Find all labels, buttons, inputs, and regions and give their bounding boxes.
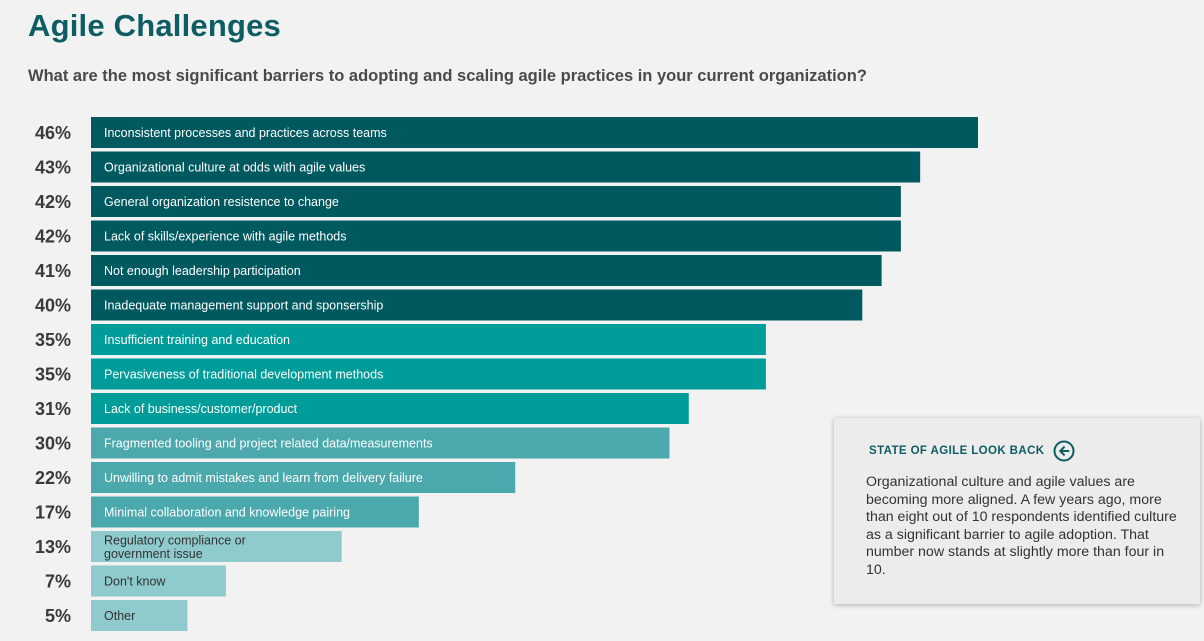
value-label: 35% bbox=[35, 365, 71, 385]
value-label: 22% bbox=[35, 468, 71, 488]
value-label: 31% bbox=[35, 399, 71, 419]
bar bbox=[91, 531, 342, 562]
bar bbox=[91, 220, 901, 252]
category-label: Minimal collaboration and knowledge pair… bbox=[104, 506, 350, 520]
arrow-left-circle-icon[interactable] bbox=[1053, 440, 1075, 462]
value-label: 46% bbox=[35, 123, 71, 143]
category-label: Lack of business/customer/product bbox=[104, 402, 298, 416]
bar bbox=[91, 565, 226, 597]
bar bbox=[91, 324, 766, 355]
bar bbox=[91, 289, 863, 321]
value-label: 7% bbox=[45, 572, 71, 592]
bar bbox=[91, 462, 516, 493]
chart-title: Agile Challenges bbox=[28, 8, 281, 43]
category-label: Unwilling to admit mistakes and learn fr… bbox=[104, 471, 423, 485]
bar bbox=[91, 496, 419, 528]
category-label: Not enough leadership participation bbox=[104, 264, 301, 278]
value-label: 41% bbox=[35, 261, 71, 281]
bar bbox=[91, 358, 766, 390]
category-label: Insufficient training and education bbox=[104, 333, 290, 347]
category-label: General organization resistence to chang… bbox=[104, 195, 339, 209]
value-label: 42% bbox=[35, 192, 71, 212]
bar bbox=[91, 117, 978, 148]
value-label: 42% bbox=[35, 227, 71, 247]
category-label: Regulatory compliance or government issue bbox=[104, 533, 246, 561]
category-label: Don't know bbox=[104, 575, 166, 589]
category-label: Organizational culture at odds with agil… bbox=[104, 161, 365, 175]
category-label: Fragmented tooling and project related d… bbox=[104, 437, 433, 451]
bar bbox=[91, 600, 188, 631]
category-label: Pervasiveness of traditional development… bbox=[104, 368, 383, 382]
value-label: 30% bbox=[35, 434, 71, 454]
value-label: 17% bbox=[35, 503, 71, 523]
category-label: Inconsistent processes and practices acr… bbox=[104, 126, 387, 140]
bar bbox=[91, 393, 689, 424]
category-label: Inadequate management support and sponse… bbox=[104, 299, 383, 313]
category-label: Other bbox=[104, 609, 135, 623]
value-label: 35% bbox=[35, 330, 71, 350]
bar bbox=[91, 255, 882, 286]
look-back-panel: STATE OF AGILE LOOK BACK Organizational … bbox=[834, 418, 1200, 604]
value-label: 13% bbox=[35, 537, 71, 557]
value-label: 5% bbox=[45, 606, 71, 626]
look-back-header: STATE OF AGILE LOOK BACK bbox=[869, 440, 1075, 462]
bar bbox=[91, 186, 901, 217]
category-label: Lack of skills/experience with agile met… bbox=[104, 230, 346, 244]
look-back-text: Organizational culture and agile values … bbox=[866, 474, 1177, 578]
survey-question: What are the most significant barriers t… bbox=[28, 67, 867, 85]
bar bbox=[91, 427, 670, 459]
value-label: 40% bbox=[35, 296, 71, 316]
look-back-title: STATE OF AGILE LOOK BACK bbox=[869, 445, 1045, 457]
value-label: 43% bbox=[35, 158, 71, 178]
bar bbox=[91, 151, 921, 183]
